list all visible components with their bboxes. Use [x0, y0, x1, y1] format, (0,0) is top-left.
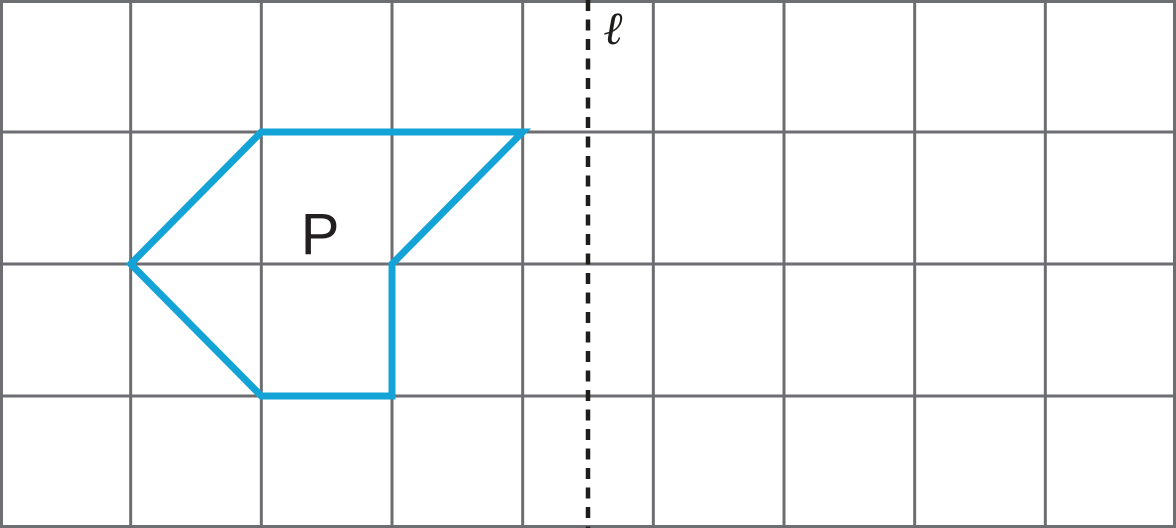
shape-p-label: P	[300, 201, 340, 267]
mirror-line-label: ℓ	[603, 0, 623, 55]
shape-p-outline	[125, 128, 532, 400]
